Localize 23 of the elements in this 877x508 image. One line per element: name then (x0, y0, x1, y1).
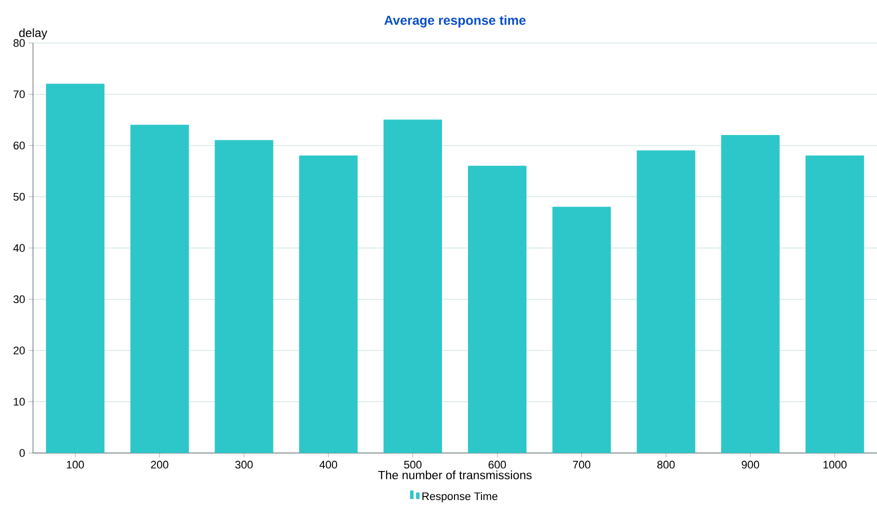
x-tick-label: 300 (235, 460, 253, 469)
y-tick-label: 0 (20, 449, 25, 457)
x-axis-title: The number of transmissions (378, 470, 532, 480)
x-tick-label: 1000 (823, 460, 847, 469)
legend-label: Response Time (422, 492, 498, 502)
y-tick-label: 80 (14, 39, 25, 47)
x-tick-label: 700 (573, 460, 590, 469)
x-tick-label: 200 (151, 460, 168, 469)
y-tick-label: 70 (14, 90, 25, 98)
y-tick-label: 40 (13, 244, 25, 252)
chart-title: Average response time (384, 15, 526, 28)
y-tick-label: 50 (13, 192, 25, 201)
x-tick-label: 500 (404, 460, 422, 469)
x-tick-label: 600 (488, 460, 506, 469)
x-tick-label: 400 (320, 460, 338, 469)
y-tick-label: 20 (14, 346, 25, 354)
x-tick-label: 800 (657, 460, 675, 469)
x-tick-label: 100 (66, 460, 84, 469)
y-axis-title: delay (19, 28, 48, 40)
y-tick-label: 30 (13, 295, 25, 304)
x-tick-label: 900 (742, 460, 760, 469)
y-tick-label: 10 (14, 398, 25, 406)
y-tick-label: 60 (14, 142, 25, 150)
